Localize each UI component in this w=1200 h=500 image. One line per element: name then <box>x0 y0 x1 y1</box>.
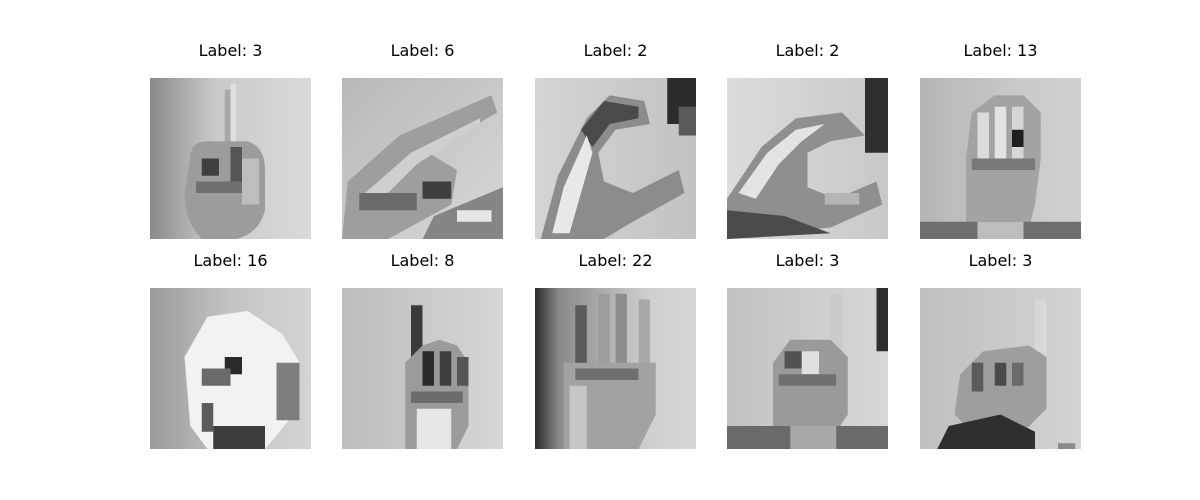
panel: Label: 13 <box>920 39 1081 239</box>
hand-sign-image <box>727 288 888 449</box>
hand-sign-image <box>535 288 696 449</box>
hand-sign-image <box>342 288 503 449</box>
panel: Label: 2 <box>535 39 696 239</box>
panel: Label: 8 <box>342 249 503 449</box>
panel-label: Label: 2 <box>583 41 648 60</box>
panel-label: Label: 22 <box>578 251 653 270</box>
hand-sign-image <box>920 78 1081 239</box>
panel-label: Label: 3 <box>775 251 840 270</box>
panel-label: Label: 3 <box>198 41 263 60</box>
panel-label: Label: 2 <box>775 41 840 60</box>
panel: Label: 22 <box>535 249 696 449</box>
hand-sign-image <box>920 288 1081 449</box>
hand-sign-image <box>535 78 696 239</box>
panel: Label: 3 <box>150 39 311 239</box>
panel: Label: 16 <box>150 249 311 449</box>
hand-sign-image <box>150 78 311 239</box>
hand-sign-image <box>150 288 311 449</box>
panel-label: Label: 6 <box>390 41 455 60</box>
panel: Label: 2 <box>727 39 888 239</box>
panel: Label: 3 <box>920 249 1081 449</box>
panel-label: Label: 8 <box>390 251 455 270</box>
panel-label: Label: 13 <box>963 41 1038 60</box>
panel-label: Label: 16 <box>193 251 268 270</box>
panel-label: Label: 3 <box>968 251 1033 270</box>
panel: Label: 3 <box>727 249 888 449</box>
panel: Label: 6 <box>342 39 503 239</box>
hand-sign-image <box>727 78 888 239</box>
hand-sign-image <box>342 78 503 239</box>
